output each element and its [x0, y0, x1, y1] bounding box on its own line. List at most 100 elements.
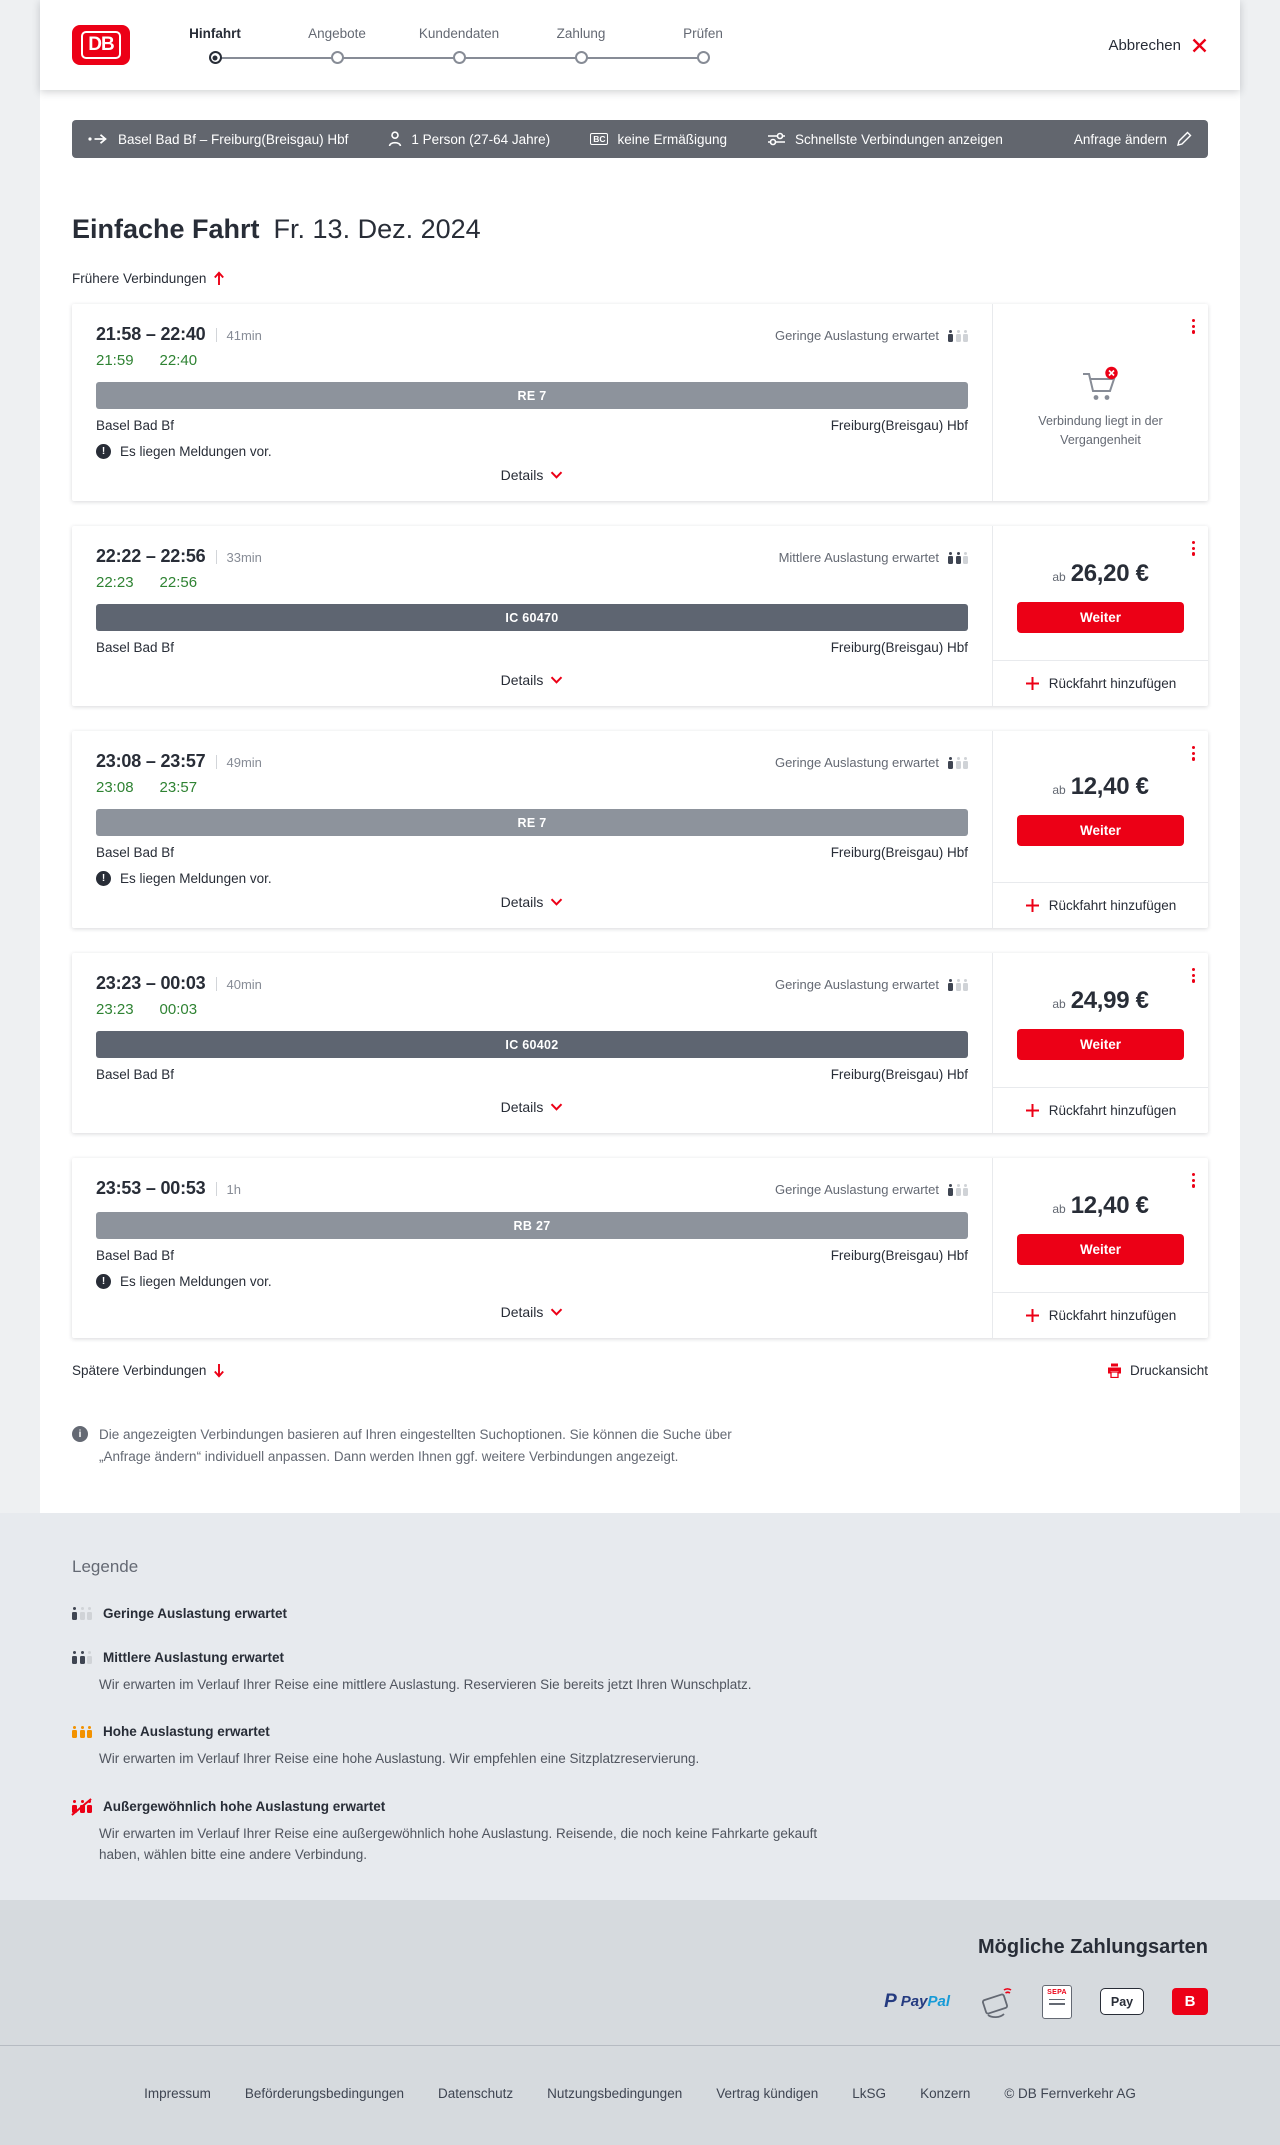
add-return-label: Rückfahrt hinzufügen: [1048, 1308, 1177, 1323]
details-button[interactable]: Details: [497, 1296, 568, 1326]
kebab-menu-button[interactable]: [1188, 537, 1199, 560]
cart-unavailable-icon: [1082, 367, 1118, 401]
earlier-connections-button[interactable]: Frühere Verbindungen: [72, 271, 225, 286]
step-kundendaten[interactable]: Kundendaten: [337, 26, 520, 64]
origin-station: Basel Bad Bf: [96, 1248, 175, 1263]
weiter-button[interactable]: Weiter: [1017, 601, 1184, 633]
search-note-text: Die angezeigten Verbindungen basieren au…: [99, 1427, 732, 1465]
passenger-summary: 1 Person (27-64 Jahre): [388, 131, 550, 147]
later-connections-button[interactable]: Spätere Verbindungen: [72, 1363, 225, 1378]
actual-arrival: 23:57: [159, 779, 198, 796]
print-view-button[interactable]: Druckansicht: [1107, 1363, 1208, 1378]
booking-panel: ab 24,99 € Weiter Rückfahrt hinzufügen: [993, 953, 1208, 1133]
footer-link-nutzungsbedingungen[interactable]: Nutzungsbedingungen: [547, 2085, 683, 2101]
actual-departure: 22:23: [96, 574, 134, 591]
add-return-label: Rückfahrt hinzufügen: [1048, 1103, 1177, 1118]
train-line-bar: RB 27: [96, 1212, 968, 1239]
connection-times: 23:23 – 00:03: [96, 973, 206, 993]
price-prefix: ab: [1052, 783, 1066, 797]
legend-item-description: Wir erwarten im Verlauf Ihrer Reise eine…: [99, 1676, 752, 1692]
footer-link-impressum[interactable]: Impressum: [144, 2085, 211, 2101]
route-summary: Basel Bad Bf – Freiburg(Breisgau) Hbf: [88, 132, 348, 147]
add-return-button[interactable]: Rückfahrt hinzufügen: [993, 660, 1208, 706]
kebab-menu-button[interactable]: [1188, 964, 1199, 987]
add-return-button[interactable]: Rückfahrt hinzufügen: [993, 882, 1208, 928]
step-circle-icon: [452, 51, 466, 64]
weiter-button[interactable]: Weiter: [1017, 1028, 1184, 1060]
footer-link-befoerderungsbedingungen[interactable]: Beförderungsbedingungen: [244, 2085, 405, 2101]
separator: [215, 754, 217, 769]
booking-panel: ab 26,20 € Weiter Rückfahrt hinzufügen: [993, 526, 1208, 706]
apple-pay-icon: Pay: [1100, 1988, 1144, 2016]
step-label: Hinfahrt: [189, 26, 241, 41]
fastest-connections-toggle[interactable]: Schnellste Verbindungen anzeigen: [767, 132, 1003, 147]
db-logo[interactable]: DB: [72, 25, 130, 65]
later-connections-label: Spätere Verbindungen: [72, 1363, 207, 1378]
footer-link-lksg[interactable]: LkSG: [852, 2085, 887, 2101]
trip-type-title: Einfache Fahrt: [72, 214, 260, 244]
connection-duration: 41min: [226, 328, 262, 343]
step-angebote[interactable]: Angebote: [215, 26, 398, 64]
plus-icon: [1025, 677, 1039, 690]
footer-link-datenschutz[interactable]: Datenschutz: [438, 2085, 514, 2101]
booking-panel: ab 12,40 € Weiter Rückfahrt hinzufügen: [993, 731, 1208, 928]
past-connection-label: Verbindung liegt in der Vergangenheit: [1038, 414, 1163, 447]
price-box: ab 12,40 € Weiter: [993, 731, 1208, 882]
actual-departure: 21:59: [96, 352, 134, 369]
connection-duration: 40min: [226, 977, 262, 992]
edit-search-label: Anfrage ändern: [1073, 131, 1167, 147]
price-prefix: ab: [1052, 996, 1066, 1011]
connection-duration: 33min: [226, 550, 262, 565]
kebab-menu-button[interactable]: [1188, 1169, 1199, 1192]
legend-item-high: Hohe Auslastung erwartet Wir erwarten im…: [72, 1724, 1208, 1770]
add-return-button[interactable]: Rückfahrt hinzufügen: [993, 1292, 1208, 1338]
print-view-label: Druckansicht: [1129, 1363, 1208, 1378]
cancel-label: Abbrechen: [1108, 36, 1181, 54]
actual-arrival: 22:40: [159, 352, 198, 369]
step-zahlung[interactable]: Zahlung: [459, 26, 642, 64]
step-pruefen[interactable]: Prüfen: [581, 26, 764, 64]
details-button[interactable]: Details: [497, 459, 568, 489]
step-hinfahrt[interactable]: Hinfahrt: [154, 26, 276, 64]
passenger-text: 1 Person (27-64 Jahre): [411, 131, 551, 147]
details-button[interactable]: Details: [497, 1091, 568, 1121]
alert-icon: [96, 444, 111, 459]
messages-row: Es liegen Meldungen vor.: [96, 444, 968, 459]
details-button[interactable]: Details: [497, 664, 568, 694]
price-amount: 24,99 €: [1070, 986, 1149, 1014]
payment-section: Mögliche Zahlungsarten P PayPal SEPA Pay…: [0, 1899, 1280, 2045]
price-amount: 26,20 €: [1070, 559, 1149, 587]
occupancy-low-icon: [72, 1607, 92, 1620]
person-icon: [389, 131, 402, 147]
chevron-down-icon: [551, 898, 563, 906]
train-label: IC 60470: [505, 610, 559, 625]
details-button[interactable]: Details: [497, 886, 568, 916]
stations-row: Basel Bad Bf Freiburg(Breisgau) Hbf: [96, 1248, 968, 1263]
destination-station: Freiburg(Breisgau) Hbf: [830, 845, 968, 860]
footer-link-konzern[interactable]: Konzern: [920, 2085, 971, 2101]
details-label: Details: [500, 672, 544, 688]
stations-row: Basel Bad Bf Freiburg(Breisgau) Hbf: [96, 1067, 968, 1082]
weiter-button[interactable]: Weiter: [1017, 1233, 1184, 1265]
separator: [215, 976, 217, 991]
occupancy-icon: [948, 551, 968, 564]
kebab-menu-button[interactable]: [1188, 315, 1199, 338]
price-row: ab 12,40 €: [1017, 773, 1184, 801]
footer-links: Impressum Beförderungsbedingungen Datens…: [20, 2086, 1260, 2101]
train-label: RB 27: [513, 1218, 551, 1233]
legend-section: Legende Geringe Auslastung erwartet Mitt…: [0, 1512, 1280, 1900]
connection-times: 21:58 – 22:40: [96, 324, 206, 344]
weiter-button[interactable]: Weiter: [1017, 815, 1184, 846]
actual-departure: 23:23: [96, 1001, 134, 1018]
edit-search-button[interactable]: Anfrage ändern: [1074, 131, 1192, 147]
actual-arrival: 00:03: [159, 1001, 198, 1018]
price-amount: 12,40 €: [1070, 773, 1149, 800]
legend-item-label: Mittlere Auslastung erwartet: [103, 1649, 285, 1665]
add-return-button[interactable]: Rückfahrt hinzufügen: [993, 1087, 1208, 1133]
legend-item-extreme: Außergewöhnlich hohe Auslastung erwartet…: [72, 1799, 1208, 1866]
legend-item-label: Außergewöhnlich hohe Auslastung erwartet: [103, 1798, 386, 1814]
footer-link-vertrag-kuendigen[interactable]: Vertrag kündigen: [716, 2085, 819, 2101]
cancel-button[interactable]: Abbrechen: [1108, 37, 1208, 54]
legend-item-description: Wir erwarten im Verlauf Ihrer Reise eine…: [99, 1751, 700, 1767]
kebab-menu-button[interactable]: [1188, 742, 1199, 765]
